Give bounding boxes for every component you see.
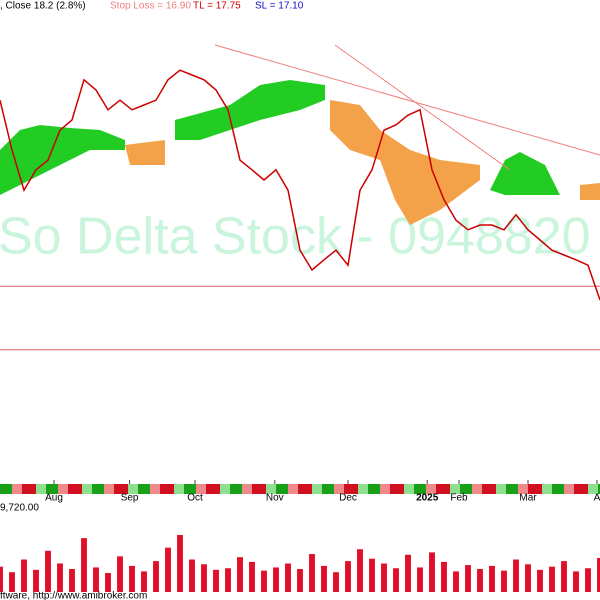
volume-bar [9,572,15,592]
footer: ftware, http://www.amibroker.com [0,591,147,600]
x-tick-label: Feb [450,493,468,504]
signal-band [0,484,600,494]
header-sl: SL = 17.10 [255,1,304,12]
volume-bar [0,566,3,592]
volume-bar [489,565,495,592]
volume-bar [21,559,27,592]
volume-bar [381,563,387,592]
header-close: , Close 18.2 (2.8%) [0,1,86,12]
volume-bar [549,566,555,592]
volume-bar [273,567,279,592]
volume-bar [501,570,507,592]
volume-bar [117,556,123,592]
volume-bar [417,567,423,592]
volume-bar [177,534,183,592]
volume-bar [333,572,339,592]
header-tl: TL = 17.75 [193,1,241,12]
volume-bar [237,557,243,592]
volume-bar [453,571,459,592]
volume-bar [153,561,159,592]
volume-bar [225,568,231,592]
volume-bar [513,559,519,592]
cloud [125,140,165,165]
cloud [0,125,125,195]
watermark: So Delta Stock - 0948820 [0,208,591,266]
volume-bar [33,569,39,592]
volume-bar [105,572,111,592]
volume-bar [345,561,351,592]
volume-bar [201,564,207,592]
volume-bar [45,550,51,592]
x-tick-label: Mar [519,493,537,504]
volume-bar [249,561,255,592]
volume-bar [573,571,579,592]
price-line [0,69,600,301]
volume-bar [561,561,567,592]
x-tick-label: A [594,493,600,504]
header-stop-loss: Stop Loss = 16.90 [110,1,191,12]
volume-bar [297,569,303,592]
volume-bar [141,571,147,592]
volume-bar [405,554,411,592]
volume-bar [369,558,375,592]
volume-label: 9,720.00 [0,503,39,514]
x-tick-label: 2025 [416,493,439,504]
volume-bar [393,568,399,592]
volume-bar [57,563,63,592]
x-tick-label: Sep [121,493,139,504]
volume-bar [285,563,291,592]
volume-bar [537,569,543,592]
volume-bar [165,547,171,592]
volume-bar [309,553,315,592]
x-tick-label: Oct [187,493,203,504]
volume-bar [213,569,219,592]
volume-bar [441,561,447,592]
volume-bar [93,567,99,592]
x-tick-label: Nov [266,493,284,504]
trend-line [334,44,511,171]
volume-bar [69,569,75,592]
volume-bar [585,568,591,592]
volume-bar [81,538,87,592]
x-tick-label: Dec [339,493,357,504]
volume-bar [189,559,195,592]
volume-bar [525,564,531,592]
volume-bar [261,570,267,592]
trend-line [214,44,600,156]
cloud [490,152,560,195]
volume-bar [357,549,363,592]
volume-bar [477,569,483,592]
x-tick-label: Aug [45,493,63,504]
volume-bar [429,552,435,592]
cloud [580,183,600,200]
cloud [175,80,325,140]
volume-bar [465,565,471,592]
volume-bar [129,565,135,592]
volume-bar [321,565,327,592]
volume-bar [597,557,600,592]
cloud [330,100,480,225]
